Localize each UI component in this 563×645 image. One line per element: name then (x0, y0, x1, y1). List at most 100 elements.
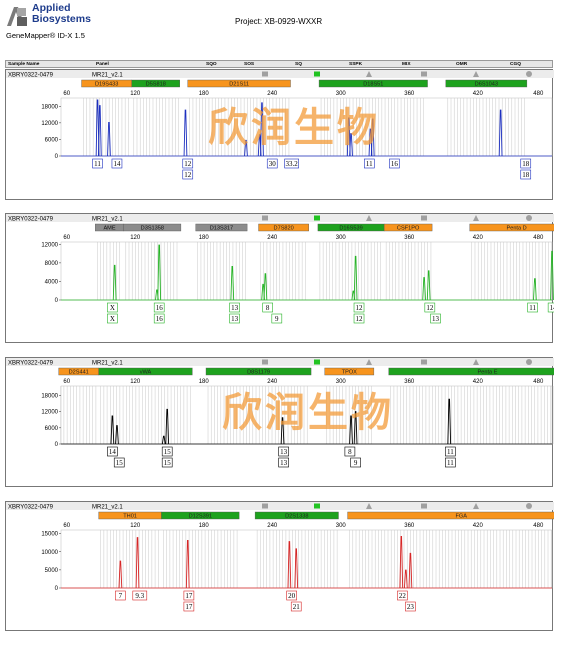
panel-name: MR21_v2.1 (92, 361, 123, 367)
locus-marker-bar (187, 79, 291, 88)
trace-peak (161, 435, 166, 445)
allele-call: 18 (520, 158, 532, 169)
locus-marker-bar (195, 223, 248, 232)
trace-peak (263, 273, 268, 301)
allele-call: X (107, 313, 118, 324)
locus-marker-label: D8S1179 (247, 370, 270, 376)
allele-call: 17 (183, 590, 195, 601)
locus-marker: D2S1338 (254, 511, 339, 520)
locus-marker: D12S391 (161, 511, 240, 520)
locus-marker-bar (123, 223, 182, 232)
allele-call: 9 (350, 457, 361, 468)
allele-call-label: 18 (522, 171, 530, 179)
x-tick-label: 120 (130, 523, 141, 529)
locus-marker: CSF1PO (383, 223, 433, 232)
locus-marker-label: AME (103, 226, 115, 232)
trace-peak (426, 270, 431, 301)
allele-call-label: X (110, 304, 115, 312)
locus-marker-label: D2S441 (69, 370, 89, 376)
allele-call: 11 (445, 446, 456, 457)
x-tick-label: 180 (199, 91, 210, 97)
allele-call-box (113, 457, 125, 468)
trace-peak (260, 102, 264, 157)
allele-call: 16 (153, 302, 165, 313)
x-tick-label: 420 (473, 91, 484, 97)
allele-call-label: 21 (293, 603, 301, 611)
locus-marker-bar (131, 79, 180, 88)
trace-peak (370, 118, 375, 157)
trace-peak (399, 536, 404, 589)
sample-name: XBRY0322-0479 (8, 73, 54, 79)
allele-call-box (229, 313, 240, 324)
allele-call-box (262, 302, 273, 313)
allele-call-label: 16 (156, 315, 164, 323)
trace-peak (118, 560, 123, 589)
allele-call-box (107, 313, 118, 324)
allele-call-box (183, 601, 195, 612)
allele-call: 11 (445, 457, 456, 468)
locus-marker-bar (98, 367, 193, 376)
allele-call: 20 (286, 590, 297, 601)
trace-peak (280, 417, 285, 445)
allele-call-label: 11 (366, 160, 373, 168)
locus-marker-bar (388, 367, 554, 376)
trace-peak (422, 277, 426, 301)
col-sq: SQ (295, 62, 302, 67)
locus-marker: D13S317 (195, 223, 248, 232)
allele-call-box (520, 158, 532, 169)
locus-marker-bar (347, 511, 554, 520)
allele-call-box (107, 302, 118, 313)
panel-header-bar (6, 358, 554, 366)
allele-call-box (161, 457, 173, 468)
y-tick-label: 12000 (41, 121, 58, 127)
locus-marker: TH01 (98, 511, 162, 520)
trace-peak (349, 133, 353, 157)
allele-call-label: 13 (231, 315, 239, 323)
locus-marker-label: D12S391 (189, 514, 212, 520)
allele-call-label: 8 (266, 304, 270, 312)
allele-call-box (527, 302, 538, 313)
col-sqo: SQO (206, 62, 217, 67)
col-panel: Panel (96, 62, 109, 67)
x-tick-label: 360 (404, 235, 415, 241)
y-tick-label: 4000 (45, 279, 59, 285)
status-cgq-icon (526, 359, 532, 365)
locus-marker: AME (95, 223, 125, 232)
locus-marker-label: Penta D (506, 226, 526, 232)
allele-call: 13 (278, 446, 289, 457)
y-tick-label: 18000 (41, 104, 58, 110)
allele-call-label: 11 (94, 160, 101, 168)
column-header-bar: Sample Name Panel SQO SOS SQ SSPK MIX OM… (5, 60, 553, 68)
col-sos: SOS (244, 62, 255, 67)
status-mix-icon (421, 71, 427, 77)
status-sqo-icon (262, 359, 268, 365)
y-tick-label: 10000 (41, 550, 58, 556)
allele-call-label: 12 (356, 315, 364, 323)
trace-peak (183, 109, 188, 157)
trace-peak (287, 541, 292, 589)
allele-call-box (278, 446, 289, 457)
allele-call-label: 9 (275, 315, 279, 323)
x-tick-label: 240 (267, 235, 278, 241)
col-sample-name: Sample Name (8, 62, 40, 67)
status-omr-icon (473, 215, 479, 221)
status-cgq-icon (526, 215, 532, 221)
allele-call-box (445, 457, 456, 468)
x-tick-label: 360 (404, 523, 415, 529)
allele-call: 15 (161, 446, 173, 457)
status-mix-icon (421, 359, 427, 365)
allele-call-label: 13 (280, 448, 288, 456)
allele-call-box (92, 158, 103, 169)
allele-call-label: 30 (269, 160, 277, 168)
allele-call: 11 (92, 158, 103, 169)
x-tick-label: 120 (130, 235, 141, 241)
allele-call-label: 33.2 (286, 160, 299, 168)
allele-call-box (520, 169, 532, 180)
locus-marker: D18S51 (318, 79, 428, 88)
allele-call: 14 (107, 446, 118, 457)
panel-header-bar (6, 502, 554, 510)
electropherogram-panel-black: XBRY0322-0479 MR21_v2.1 D2S441 vWA D8S1179 TP… (5, 357, 554, 487)
x-tick-label: 60 (63, 379, 70, 385)
x-tick-label: 180 (199, 379, 210, 385)
product-name: GeneMapper® ID-X 1.5 (6, 31, 85, 40)
